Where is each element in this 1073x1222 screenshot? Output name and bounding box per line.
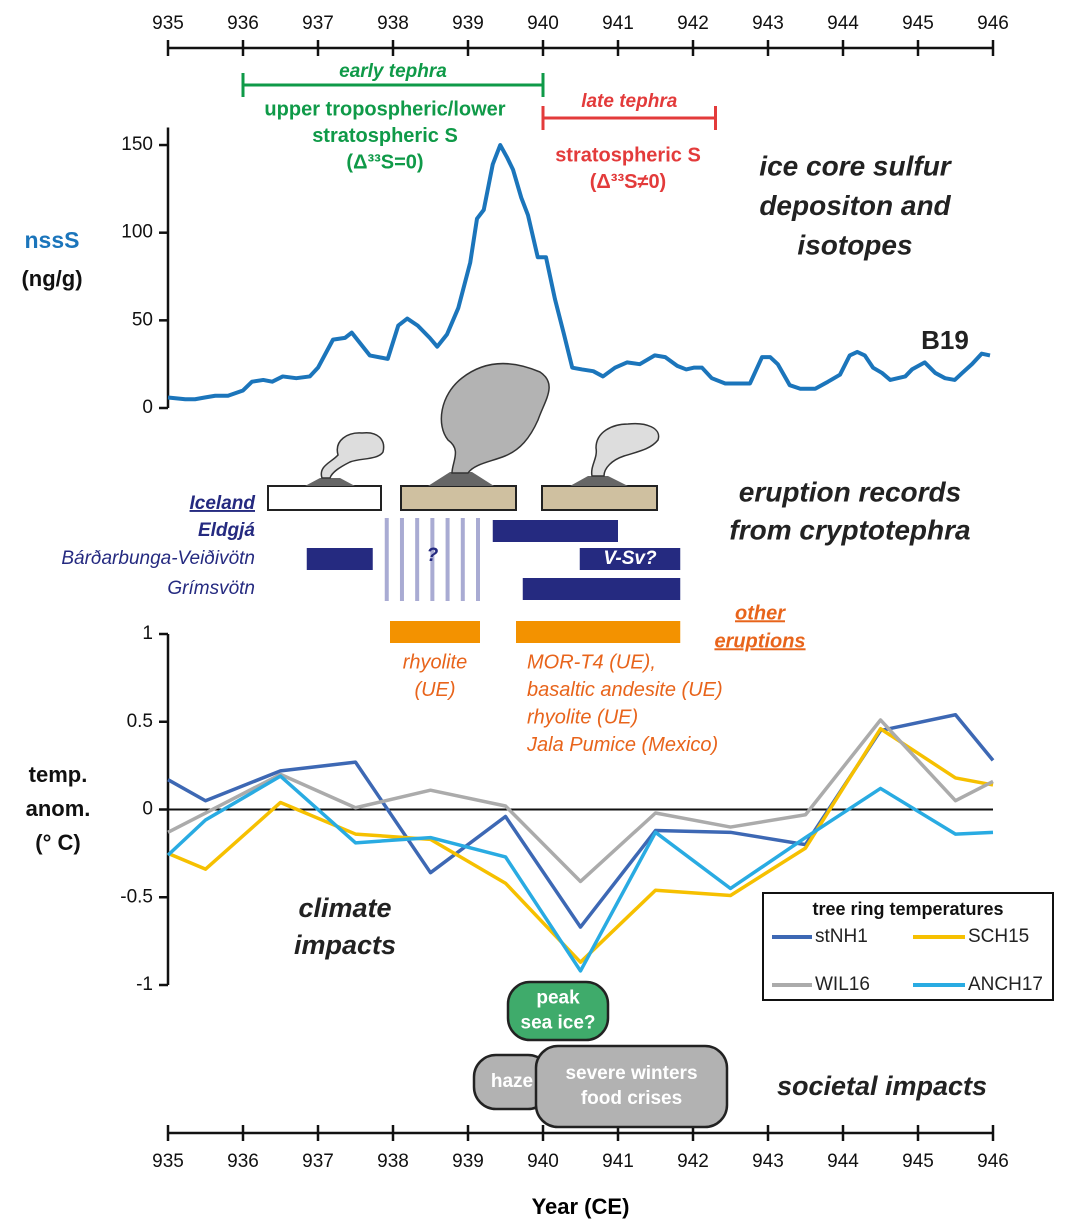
group-label: Iceland xyxy=(190,493,256,514)
x-tick-label: 938 xyxy=(377,1151,409,1172)
y-tick-label: 0 xyxy=(142,397,153,418)
other-title: other xyxy=(735,602,786,624)
section-title: eruption records xyxy=(739,476,961,507)
x-tick-label: 942 xyxy=(677,1151,709,1172)
volcano-label: Bárðarbunga-Veiðivötn xyxy=(61,548,255,569)
panel-title: depositon and xyxy=(759,190,951,221)
x-tick-label: 944 xyxy=(827,13,859,34)
x-tick-label: 940 xyxy=(527,1151,559,1172)
tephra-note: stratospheric S xyxy=(312,125,458,147)
eruption-bar xyxy=(492,520,618,542)
other-note: MOR-T4 (UE), xyxy=(527,651,656,673)
volcano-label: Grímsvötn xyxy=(167,578,255,599)
y-tick-label: 50 xyxy=(132,309,153,330)
x-tick-label: 945 xyxy=(902,13,934,34)
other-bar xyxy=(390,621,480,643)
legend-label: SCH15 xyxy=(968,926,1029,947)
eruption-bar xyxy=(522,578,681,600)
other-note: basaltic andesite (UE) xyxy=(527,679,723,701)
impacts-title: societal impacts xyxy=(777,1071,987,1101)
panel-title: impacts xyxy=(294,930,396,960)
x-tick-label: 944 xyxy=(827,1151,859,1172)
impact-text: sea ice? xyxy=(521,1013,596,1034)
bar-label: V-Sv? xyxy=(603,548,657,569)
x-tick-label: 946 xyxy=(977,13,1009,34)
y-axis-title: (° C) xyxy=(35,830,80,855)
series-line xyxy=(167,143,991,402)
y-tick-label: 150 xyxy=(121,134,153,155)
series-line xyxy=(166,774,994,973)
y-axis-title: nssS xyxy=(25,227,80,253)
x-tick-label: 936 xyxy=(227,13,259,34)
x-tick-label: 936 xyxy=(227,1151,259,1172)
legend-label: stNH1 xyxy=(815,926,868,947)
volcano-icons xyxy=(267,362,660,511)
tephra-note: upper tropospheric/lower xyxy=(264,98,505,120)
x-tick-label: 943 xyxy=(752,13,784,34)
x-tick-label: 943 xyxy=(752,1151,784,1172)
tephra-note: (Δ³³S≠0) xyxy=(590,171,666,193)
x-tick-label: 937 xyxy=(302,1151,334,1172)
x-tick-label: 935 xyxy=(152,1151,184,1172)
y-axis-title: anom. xyxy=(26,796,91,821)
y-tick-label: -0.5 xyxy=(120,886,153,907)
legend-title: tree ring temperatures xyxy=(812,899,1003,919)
other-note: Jala Pumice (Mexico) xyxy=(526,734,718,756)
x-tick-label: 940 xyxy=(527,13,559,34)
x-tick-label: 942 xyxy=(677,13,709,34)
y-tick-label: 0.5 xyxy=(127,711,153,732)
tephra-note: stratospheric S xyxy=(555,144,701,166)
series-line xyxy=(167,727,994,964)
eruption-bar xyxy=(579,548,681,570)
x-tick-label: 935 xyxy=(152,13,184,34)
series-label: B19 xyxy=(921,325,969,355)
x-tick-label: 945 xyxy=(902,1151,934,1172)
x-tick-label: 939 xyxy=(452,13,484,34)
y-axis-title: temp. xyxy=(29,762,88,787)
section-title: from cryptotephra xyxy=(729,514,970,545)
impact-box xyxy=(506,980,610,1042)
uncertain-label: ? xyxy=(427,545,439,566)
impact-text: haze xyxy=(491,1071,533,1092)
other-note: rhyolite xyxy=(403,651,467,673)
x-axis-title: Year (CE) xyxy=(532,1194,630,1219)
other-note: (UE) xyxy=(414,679,455,701)
x-tick-label: 946 xyxy=(977,1151,1009,1172)
y-tick-label: -1 xyxy=(136,974,153,995)
impact-box xyxy=(534,1044,729,1129)
tephra-label: early tephra xyxy=(339,61,447,82)
impact-text: peak xyxy=(536,988,580,1009)
volcano-label: Eldgjá xyxy=(198,520,255,541)
legend-box xyxy=(762,892,1054,1001)
panel-title: isotopes xyxy=(797,229,912,260)
panel-title: climate xyxy=(298,893,391,923)
tephra-label: late tephra xyxy=(581,91,678,112)
other-note: rhyolite (UE) xyxy=(527,706,638,728)
other-bar xyxy=(516,621,681,643)
legend-label: ANCH17 xyxy=(968,974,1043,995)
impact-text: severe winters xyxy=(565,1063,697,1084)
tephra-note: (Δ³³S=0) xyxy=(346,151,423,173)
x-tick-label: 937 xyxy=(302,13,334,34)
panel-title: ice core sulfur xyxy=(759,150,953,181)
eruption-bar xyxy=(306,548,373,570)
impact-text: food crises xyxy=(581,1088,682,1109)
x-tick-label: 941 xyxy=(602,13,634,34)
series-line xyxy=(167,718,994,884)
x-tick-label: 941 xyxy=(602,1151,634,1172)
x-tick-label: 939 xyxy=(452,1151,484,1172)
y-axis-title: (ng/g) xyxy=(21,266,82,291)
y-tick-label: 100 xyxy=(121,222,153,243)
y-tick-label: 1 xyxy=(142,623,153,644)
legend-label: WIL16 xyxy=(815,974,870,995)
other-title: eruptions xyxy=(714,630,805,652)
y-tick-label: 0 xyxy=(142,799,153,820)
x-tick-label: 938 xyxy=(377,13,409,34)
